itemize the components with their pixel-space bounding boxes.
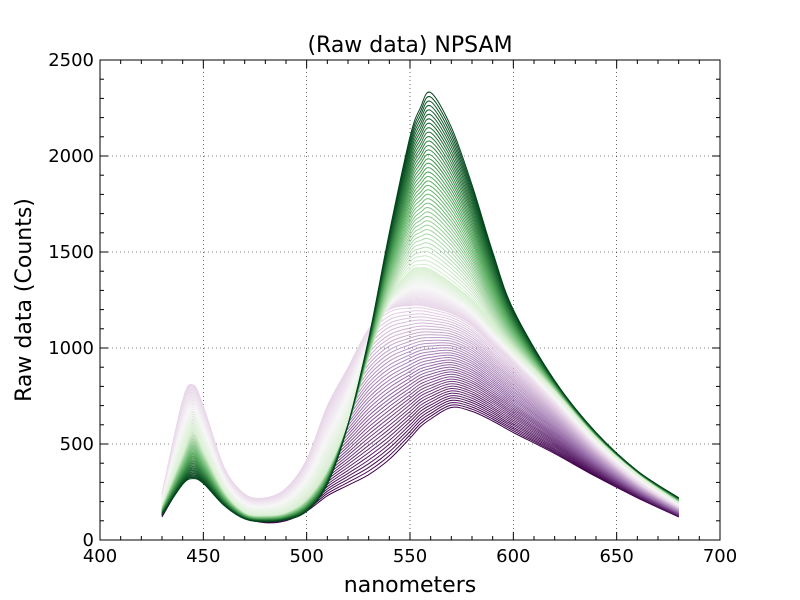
- y-tick-labels: 0 500 1000 1500 2000 2500: [48, 50, 94, 551]
- x-tick-label: 450: [186, 546, 220, 567]
- y-tick-label: 2000: [48, 146, 94, 167]
- x-tick-label: 400: [83, 546, 117, 567]
- x-tick-label: 700: [703, 546, 737, 567]
- x-tick-label: 550: [393, 546, 427, 567]
- x-tick-label: 600: [496, 546, 530, 567]
- axis-ticks: [99, 59, 721, 541]
- y-tick-label: 1000: [48, 338, 94, 359]
- x-tick-labels: 400 450 500 550 600 650 700: [83, 546, 737, 567]
- x-axis-label: nanometers: [344, 573, 476, 598]
- chart-title: (Raw data) NPSAM: [307, 33, 512, 58]
- x-tick-label: 650: [599, 546, 633, 567]
- spectrum-series-line: [161, 91, 679, 523]
- y-tick-label: 2500: [48, 50, 94, 71]
- y-tick-label: 500: [60, 434, 94, 455]
- y-axis-label: Raw data (Counts): [12, 198, 37, 402]
- series-group: [161, 91, 679, 524]
- y-tick-label: 1500: [48, 242, 94, 263]
- y-tick-label: 0: [83, 530, 94, 551]
- x-tick-label: 500: [289, 546, 323, 567]
